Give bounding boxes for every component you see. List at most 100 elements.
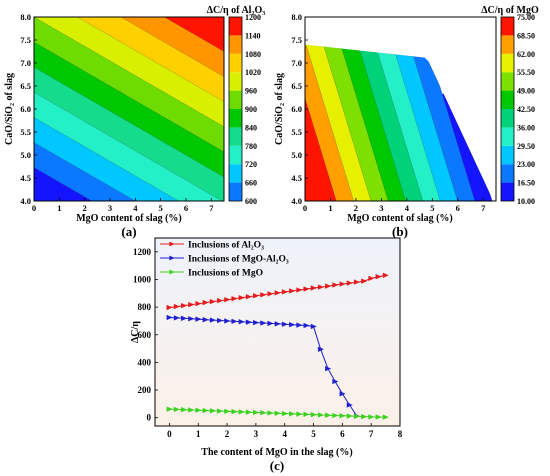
panel-c-series-1-marker bbox=[188, 301, 195, 308]
panel-b-x-tick-label: 7 bbox=[481, 203, 486, 213]
panel-b-x-tick-label: 2 bbox=[354, 203, 358, 213]
panel-a-y-tick-label: 6.5 bbox=[20, 81, 31, 91]
panel-c-series-1-marker bbox=[296, 287, 303, 293]
panel-b-colorbar-tick-label: 42.50 bbox=[517, 105, 535, 114]
panel-b-band bbox=[305, 97, 337, 201]
panel-a-colorbar-segment bbox=[229, 164, 242, 183]
panel-c-series-3-marker bbox=[353, 413, 361, 420]
panel-c-label: (c) bbox=[270, 458, 284, 473]
panel-c-series-3-marker bbox=[274, 410, 281, 416]
panel-c-series-2-marker bbox=[296, 322, 303, 328]
panel-b-colorbar-tick-label: 55.50 bbox=[517, 68, 535, 77]
panel-b-colorbar-tick-label: 62.00 bbox=[517, 50, 535, 59]
panel-b-colorbar-segment bbox=[501, 72, 514, 91]
panel-c-series-3-marker bbox=[296, 411, 303, 417]
panel-c-series-3-marker bbox=[310, 411, 317, 418]
panel-b-y-tick-label: 4.0 bbox=[291, 196, 302, 206]
panel-c-series-2-marker bbox=[317, 346, 325, 352]
panel-c-series-1-marker bbox=[202, 299, 209, 306]
panel-c-series-3-marker bbox=[346, 413, 353, 419]
panel-b-x-tick-label: 5 bbox=[430, 203, 434, 213]
panel-b-label: (b) bbox=[392, 224, 408, 239]
panel-c-x-tick-label: 7 bbox=[369, 429, 374, 439]
panel-c-series-1-marker bbox=[325, 283, 332, 289]
panel-b-colorbar-segment bbox=[501, 17, 514, 36]
panel-a-contour-bands bbox=[34, 17, 224, 201]
panel-c-series-3-marker bbox=[332, 412, 339, 419]
panel-b-colorbar-tick-label: 75.00 bbox=[517, 13, 535, 22]
panel-c-series-3-marker bbox=[317, 412, 325, 418]
panel-c-x-tick-label: 4 bbox=[282, 429, 287, 439]
panel-c-series-2-marker bbox=[339, 391, 346, 397]
panel-c-frame bbox=[154, 237, 401, 427]
panel-c-series-3-marker bbox=[368, 414, 375, 420]
panel-a-xlabel: MgO content of slag (%) bbox=[76, 213, 182, 224]
panel-c-series-1-marker bbox=[260, 292, 267, 298]
panel-a-y-tick-label: 6.0 bbox=[20, 104, 31, 114]
panel-b-x-tick-label: 4 bbox=[405, 203, 410, 213]
panel-c-x-tick-label: 6 bbox=[340, 429, 345, 439]
panel-c-series-2-marker bbox=[267, 320, 274, 327]
panel-c-series-1-marker bbox=[361, 278, 368, 284]
panel-c-series-2-marker bbox=[346, 402, 353, 408]
panel-a-colorbar-tick-label: 1020 bbox=[245, 68, 261, 77]
panel-a-colorbar-title: ΔC/η of Al₂O₃ bbox=[207, 5, 266, 16]
panel-c-series-1-marker bbox=[245, 294, 252, 300]
panel-c-series-1-marker bbox=[209, 298, 216, 305]
panel-a-y-tick-label: 4.5 bbox=[20, 173, 31, 183]
panel-c-legend-marker-3 bbox=[169, 269, 175, 275]
panel-c-series-1-marker bbox=[339, 281, 346, 287]
panel-c-series-3-marker bbox=[375, 414, 382, 420]
panel-c-series-2-marker bbox=[245, 319, 252, 325]
panel-c-series-1-marker bbox=[274, 290, 281, 296]
panel-b-y-tick-label: 7.5 bbox=[291, 35, 302, 45]
panel-c-series-1-marker bbox=[267, 291, 274, 297]
panel-c-series-2-marker bbox=[188, 316, 195, 322]
panel-c-series-1-marker bbox=[238, 295, 245, 301]
panel-a-y-tick-label: 8.0 bbox=[20, 12, 31, 22]
panel-c-series-1-marker bbox=[289, 288, 296, 294]
panel-c-series-3-marker bbox=[209, 408, 216, 414]
panel-b-axes: 0 1 2 3 4 5 6 7 4.0 4.5 5.0 5.5 6.0 6.5 7.0 7.5 8.0 bbox=[291, 12, 486, 213]
panel-c-legend-marker-1 bbox=[169, 241, 175, 247]
panel-b-y-tick-label: 6.0 bbox=[291, 104, 302, 114]
panel-c-series-2-marker bbox=[166, 314, 173, 321]
panel-c-series-3-marker bbox=[289, 411, 296, 417]
panel-a-x-tick-label: 7 bbox=[209, 203, 214, 213]
panel-b-y-tick-label: 4.5 bbox=[291, 173, 302, 183]
panel-b-colorbar-tick-label: 36.00 bbox=[517, 123, 535, 132]
panel-c-x-tick-label: 1 bbox=[196, 429, 201, 439]
panel-c-series-2-marker bbox=[202, 316, 209, 323]
panel-c-legend-label-3: Inclusions of MgO bbox=[188, 269, 263, 279]
panel-c-series-3-marker bbox=[173, 406, 180, 413]
panel-c-legend-label-2: Inclusions of MgO-Al₂O₃ bbox=[188, 255, 289, 265]
panel-a-band bbox=[163, 17, 224, 52]
panel-a-colorbar-segment bbox=[229, 35, 242, 54]
panel-a-colorbar-segment bbox=[229, 90, 242, 109]
panel-b-colorbar-tick-label: 29.50 bbox=[517, 142, 535, 151]
panel-b-colorbar-segment bbox=[501, 109, 514, 128]
panel-b-x-tick-label: 1 bbox=[328, 203, 332, 213]
panel-c-series-1-marker bbox=[353, 279, 361, 285]
panel-b-colorbar-segment bbox=[501, 53, 514, 73]
panel-c-series-3-marker bbox=[238, 409, 245, 415]
panel-c-series-3-marker bbox=[181, 406, 188, 413]
panel-c-series-1-marker bbox=[173, 303, 180, 310]
panel-c-series-1-marker bbox=[224, 296, 231, 303]
panel-c-x-tick-label: 3 bbox=[254, 429, 259, 439]
panel-a-x-tick-label: 4 bbox=[133, 203, 138, 213]
panel-c-ylabel: ΔC/η bbox=[130, 321, 141, 343]
panel-a-label: (a) bbox=[121, 224, 136, 239]
panel-c-x-tick-label: 8 bbox=[398, 429, 403, 439]
panel-c-series-3-marker bbox=[253, 409, 260, 416]
panel-b-contour: 0 1 2 3 4 5 6 7 4.0 4.5 5.0 5.5 6.0 6.5 7.0 7.5 8.0 MgO … bbox=[274, 5, 539, 239]
panel-a-contour: 0 1 2 3 4 5 6 7 4.0 4.5 5.0 5.5 6.0 6.5 7.0 7.5 8.0 MgO … bbox=[4, 5, 266, 239]
panel-c-series-1-marker bbox=[281, 289, 288, 295]
panel-c-y-tick-label: 800 bbox=[138, 302, 152, 312]
panel-a-colorbar-segment bbox=[229, 127, 242, 146]
panel-c-series bbox=[166, 272, 389, 420]
panel-c-series-2-marker bbox=[231, 318, 238, 325]
panel-c-series-3-marker bbox=[361, 413, 368, 420]
panel-b-colorbar-tick-label: 68.50 bbox=[517, 31, 535, 40]
